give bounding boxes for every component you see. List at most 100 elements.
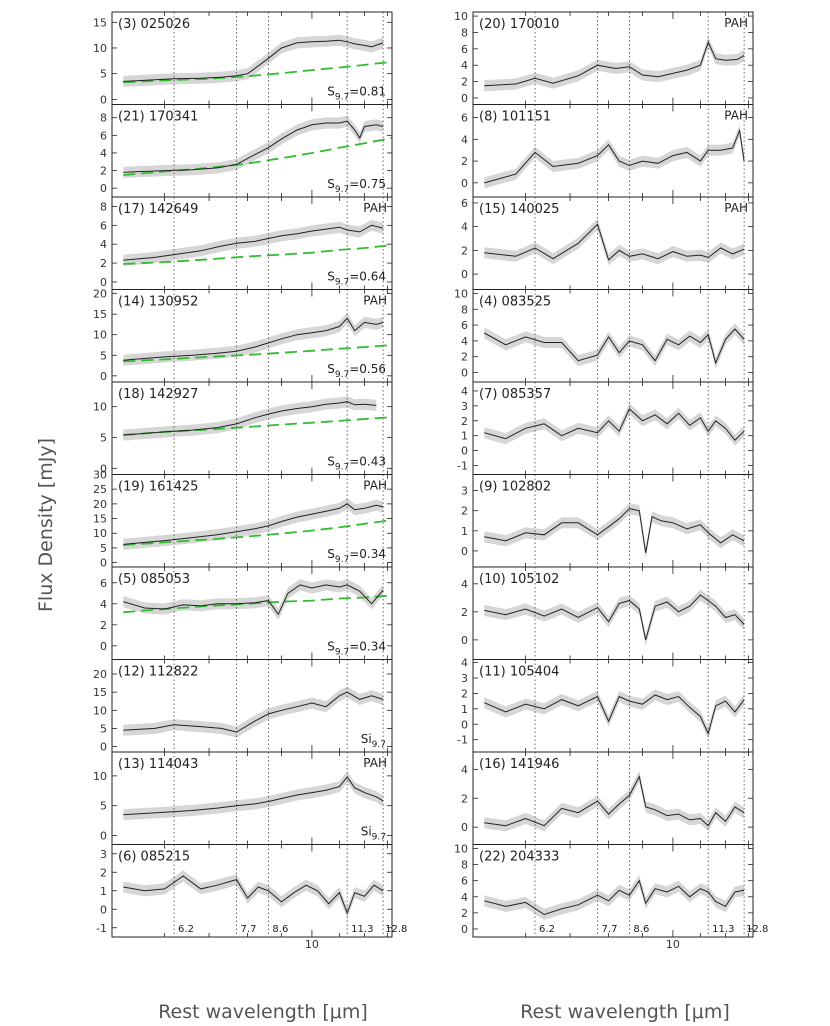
y-tick-label: 4 [461,657,468,670]
y-tick-label: 10 [454,10,468,23]
y-tick-label: 0 [100,370,107,383]
error-band [123,312,384,366]
x-axis-label-right: Rest wavelength [μm] [520,1001,730,1023]
y-tick-label: 4 [461,221,468,234]
silicate-annotation: S9.7=0.64 [327,270,386,288]
continuum-line [123,594,393,614]
y-tick-label: 25 [93,483,107,496]
spectrum-line [484,775,745,827]
continuum-line [123,519,393,546]
panel-label: (15) 140025 [479,202,559,217]
error-band [123,34,384,87]
y-tick-label: 20 [93,498,107,511]
panel: -1 0 1 2 3 4 (11) 105404 [457,657,754,753]
y-tick-label: 0 [461,923,468,936]
panel-label: (6) 085215 [118,850,190,865]
feature-label: 7.7 [241,924,257,935]
continuum-line [123,244,393,265]
error-band [123,498,384,550]
y-tick-label: 6 [100,219,107,232]
y-tick-label: 0 [461,92,468,105]
feature-label: 7.7 [602,924,618,935]
y-tick-label: -1 [457,460,468,473]
error-band [484,36,745,92]
panel-label: (20) 170010 [479,17,559,32]
error-band [484,403,745,446]
error-band [484,771,745,832]
x-axis-label-left: Rest wavelength [μm] [158,1001,368,1023]
spectrum-line [484,594,745,641]
y-tick-label: 15 [93,686,107,699]
y-tick-label: 2 [461,155,468,168]
y-tick-label: 2 [461,76,468,89]
spectrum-line [123,401,377,436]
y-tick-label: 0 [461,367,468,380]
y-tick-label: 10 [454,287,468,300]
spectrum-line [484,408,745,441]
y-tick-label: 10 [93,527,107,540]
y-tick-label: 3 [100,848,107,861]
pah-tag: PAH [724,16,748,30]
feature-label: 11.3 [712,924,734,935]
panel: 0 2 4 (16) 141946 [461,751,754,845]
y-tick-label: 2 [461,415,468,428]
silicate-annotation: S9.7=0.75 [327,177,386,195]
feature-label: 11.3 [351,924,373,935]
error-band [123,771,384,821]
panel-label: (11) 105404 [479,665,559,680]
y-tick-label: 10 [454,843,468,856]
error-band [123,686,384,738]
y-tick-label: 0 [100,903,107,916]
y-tick-label: 0 [100,557,107,570]
feature-label: 12.8 [746,924,768,935]
panel-label: (17) 142649 [118,202,198,217]
y-tick-label: 2 [100,165,107,178]
y-tick-label: 10 [93,329,107,342]
y-tick-label: 0 [461,445,468,458]
silicate-annotation: Si9.7 [361,732,386,750]
y-tick-label: 5 [100,800,107,813]
silicate-annotation: S9.7=0.34 [327,547,386,565]
error-band [484,689,745,739]
panel-label: (19) 161425 [118,480,198,495]
spectrum-line [123,317,384,361]
y-tick-label: 2 [461,505,468,518]
y-tick-label: 2 [461,687,468,700]
spectrum-line [123,120,384,173]
y-tick-label: 5 [100,722,107,735]
silicate-annotation: S9.7=0.34 [327,640,386,658]
silicate-annotation: S9.7=0.56 [327,362,386,380]
panel-label: (3) 025026 [118,17,190,32]
y-tick-label: 15 [93,513,107,526]
spectrum-line [123,776,384,816]
pah-tag: PAH [724,109,748,123]
y-tick-label: 0 [100,276,107,289]
y-tick-label: 10 [93,401,107,414]
panel: 0 2 4 (10) 105102 [461,566,754,660]
spectrum-line [123,691,384,733]
y-tick-label: 2 [461,606,468,619]
y-tick-label: 6 [100,129,107,142]
error-band [484,218,745,266]
silicate-annotation: S9.7=0.43 [327,455,386,473]
y-tick-label: 0 [100,93,107,106]
panel: 0 2 4 6 (8) 101151 PAH [461,104,754,198]
y-tick-label: 6 [461,197,468,210]
error-band [484,503,745,559]
spectrum-line [123,503,384,545]
error-band [484,589,745,646]
error-band [123,579,384,620]
panel-label: (18) 142927 [118,387,198,402]
y-tick-label: 3 [461,485,468,498]
silicate-annotation: S9.7=0.81 [327,85,386,103]
y-tick-label: 1 [461,525,468,538]
y-tick-label: 10 [93,704,107,717]
pah-tag: PAH [363,294,387,308]
y-tick-label: 4 [461,335,468,348]
panel: 0 5 10 15 20 (14) 130952 PAH S9.7=0.56 [93,288,393,383]
y-tick-label: 0 [461,634,468,647]
y-tick-label: 0 [461,718,468,731]
y-tick-label: 3 [461,672,468,685]
panel: 0 5 10 (13) 114043 PAH Si9.7 [93,751,393,845]
